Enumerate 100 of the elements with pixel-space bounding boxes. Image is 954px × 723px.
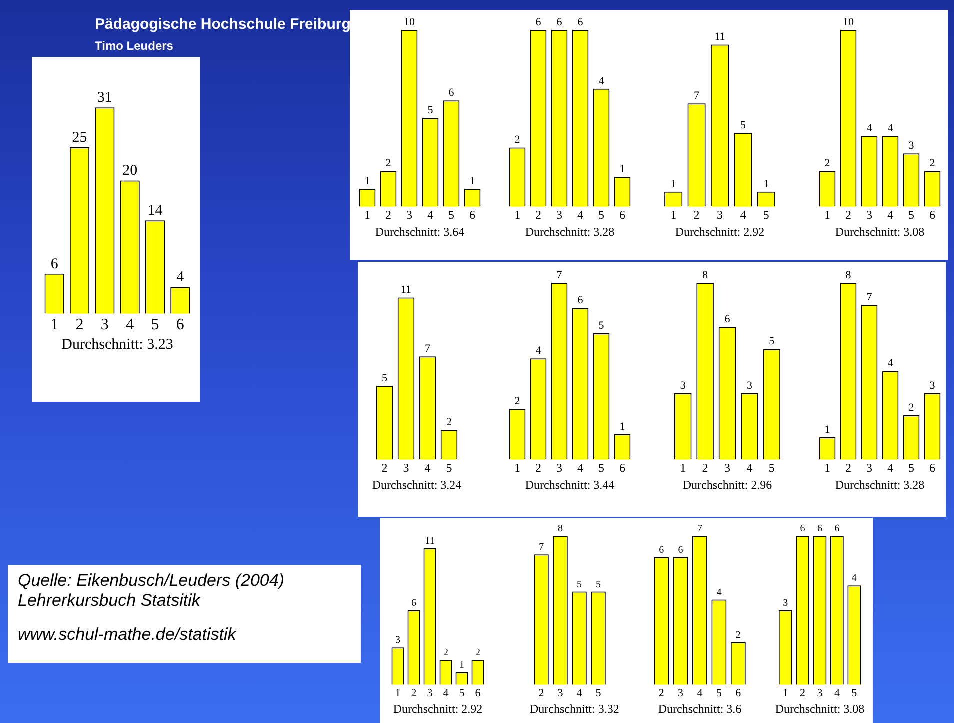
data-label: 8: [846, 269, 852, 282]
data-label: 6: [834, 524, 840, 535]
data-label: 6: [659, 544, 664, 556]
x-tick-label: 1: [824, 208, 830, 222]
data-label: 11: [714, 31, 726, 44]
data-label: 6: [678, 544, 684, 556]
x-tick-label: 3: [406, 208, 412, 222]
x-tick-label: 4: [428, 208, 434, 222]
data-label: 1: [460, 660, 464, 672]
data-label: 4: [866, 122, 873, 134]
x-tick-label: 4: [126, 316, 134, 334]
x-tick-label: 6: [176, 316, 184, 334]
data-label: 3: [680, 380, 686, 392]
data-label: 6: [578, 16, 584, 28]
data-label: 7: [556, 269, 563, 282]
x-tick-label: 5: [151, 316, 160, 334]
data-label: 4: [888, 122, 894, 134]
data-label: 5: [596, 579, 601, 590]
data-label: 2: [476, 648, 480, 659]
data-label: 5: [382, 372, 388, 384]
x-tick-label: 3: [724, 460, 730, 475]
text: Durchschnitt: 3.23: [60, 337, 174, 354]
text: Durchschnitt: 3.08: [834, 225, 926, 240]
data-label: 4: [176, 270, 185, 286]
text: Timo Leuders: [95, 39, 174, 53]
x-tick-label: 5: [598, 460, 604, 475]
x-tick-label: 6: [620, 208, 626, 222]
data-label: 2: [444, 648, 448, 659]
x-tick-label: 5: [852, 687, 858, 700]
x-tick-label: 2: [536, 460, 542, 475]
x-tick-label: 6: [736, 687, 742, 700]
x-tick-label: 1: [680, 460, 686, 475]
text: Durchschnitt: 2.92: [674, 225, 766, 240]
data-label: 7: [694, 90, 700, 102]
data-label: 5: [577, 579, 582, 590]
x-tick-label: 2: [800, 687, 806, 700]
data-label: 6: [578, 294, 584, 307]
x-tick-label: 1: [670, 208, 677, 222]
x-tick-label: 4: [746, 460, 753, 475]
data-label: 3: [783, 598, 788, 610]
data-label: 5: [740, 119, 746, 132]
x-tick-label: 2: [702, 460, 708, 475]
source-note: Quelle: Eikenbusch/Leuders (2004): [18, 571, 286, 591]
data-label: 3: [396, 635, 400, 646]
x-tick-label: 3: [558, 687, 564, 700]
text: Durchschnitt: 3.6: [657, 702, 743, 717]
x-tick-label: 6: [930, 208, 936, 222]
x-tick-label: 4: [578, 460, 584, 475]
text: Durchschnitt: 2.96: [682, 478, 774, 493]
data-label: 10: [404, 16, 416, 28]
x-tick-label: 2: [382, 460, 388, 475]
data-label: 8: [702, 269, 709, 282]
data-label: 1: [470, 175, 476, 188]
data-label: 5: [428, 104, 434, 117]
data-label: 2: [446, 416, 452, 429]
x-tick-label: 6: [475, 687, 482, 700]
x-tick-label: 3: [678, 687, 684, 700]
text: Durchschnitt: 3.44: [524, 478, 616, 493]
data-label: 6: [800, 524, 806, 535]
data-label: 4: [888, 358, 894, 370]
text: Lehrerkursbuch Statsitik: [18, 591, 202, 611]
data-label: 31: [97, 90, 112, 106]
x-tick-label: 4: [443, 687, 450, 700]
x-tick-label: 2: [694, 208, 700, 222]
x-tick-label: 1: [514, 208, 520, 222]
x-tick-label: 5: [596, 687, 602, 700]
x-tick-label: 4: [424, 460, 431, 475]
data-label: 6: [448, 87, 455, 100]
data-label: 8: [558, 524, 563, 535]
data-label: 7: [866, 291, 873, 304]
data-label: 2: [930, 158, 936, 170]
text: Durchschnitt: 3.64: [374, 225, 466, 240]
data-label: 1: [670, 178, 676, 190]
data-label: 6: [412, 598, 416, 610]
text: Durchschnitt: 3.28: [524, 225, 616, 240]
data-label: 2: [514, 396, 520, 408]
data-label: 3: [908, 140, 915, 152]
x-tick-label: 5: [768, 460, 775, 475]
x-tick-label: 1: [782, 687, 788, 700]
x-tick-label: 2: [386, 208, 392, 222]
text: Durchschnitt: 3.32: [530, 702, 620, 717]
data-label: 3: [930, 380, 936, 392]
x-tick-label: 5: [716, 687, 722, 700]
x-tick-label: 1: [50, 316, 59, 334]
data-label: 1: [824, 424, 830, 436]
data-label: 1: [364, 175, 370, 188]
x-tick-label: 3: [556, 208, 562, 222]
data-label: 6: [536, 16, 542, 28]
x-tick-label: 4: [578, 208, 584, 222]
x-tick-label: 4: [888, 460, 894, 475]
data-label: 4: [598, 75, 605, 88]
x-tick-label: 3: [817, 687, 824, 700]
text: www.schul-mathe.de/statistik: [18, 625, 238, 645]
x-tick-label: 3: [556, 460, 562, 475]
x-tick-label: 2: [411, 687, 417, 700]
x-tick-label: 2: [658, 687, 664, 700]
x-tick-label: 6: [930, 460, 936, 475]
x-tick-label: 2: [76, 316, 84, 334]
data-label: 6: [818, 524, 822, 535]
data-label: 2: [514, 134, 520, 146]
